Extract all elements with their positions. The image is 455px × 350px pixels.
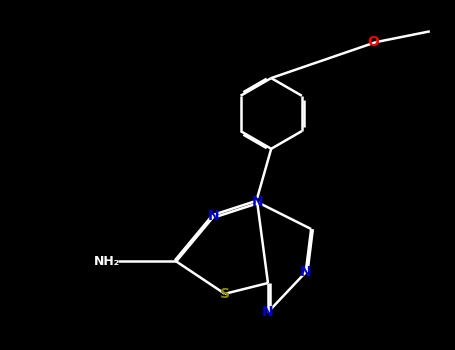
Text: N: N	[262, 305, 274, 319]
Text: N: N	[208, 209, 220, 223]
Text: O: O	[368, 35, 379, 49]
Text: N: N	[251, 195, 263, 209]
Text: S: S	[220, 287, 230, 301]
Text: NH₂: NH₂	[94, 255, 120, 268]
Text: N: N	[300, 265, 312, 279]
